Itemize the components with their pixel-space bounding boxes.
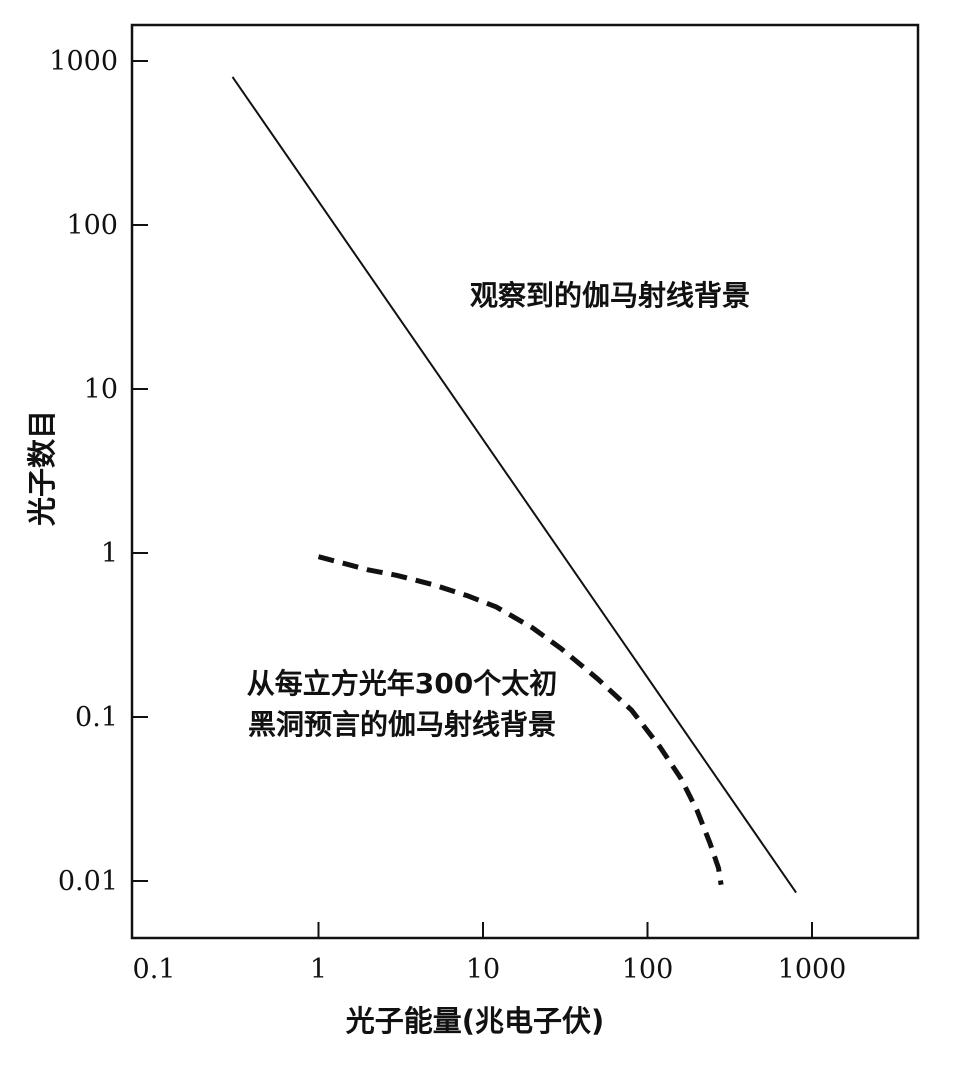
predicted-label-line1: 从每立方光年300个太初 (247, 667, 557, 700)
y-tick-label: 1 (101, 538, 118, 569)
y-tick-label: 10 (84, 374, 118, 405)
plot-frame (130, 23, 920, 940)
y-tick-label: 0.01 (58, 866, 118, 897)
x-axis: 0.1 1 10 100 1000 (133, 922, 847, 985)
x-tick-label: 10 (466, 954, 500, 985)
x-tick-label: 0.1 (133, 954, 176, 985)
x-tick-label: 1000 (778, 954, 847, 985)
y-tick-label: 100 (66, 210, 118, 241)
y-tick-label: 0.1 (75, 702, 118, 733)
observed-label: 观察到的伽马射线背景 (470, 279, 750, 312)
predicted-label-line2: 黑洞预言的伽马射线背景 (248, 708, 556, 741)
series-group (231, 76, 797, 894)
x-tick-label: 1 (310, 954, 327, 985)
predicted-background-curve (317, 554, 724, 886)
y-tick-label: 1000 (49, 46, 118, 77)
y-axis: 1000 100 10 1 0.1 0.01 (49, 46, 148, 897)
observed-background-line (231, 76, 797, 894)
y-axis-title: 光子数目 (25, 410, 59, 526)
x-tick-label: 100 (622, 954, 674, 985)
x-axis-title: 光子能量(兆电子伏) (346, 1004, 605, 1038)
